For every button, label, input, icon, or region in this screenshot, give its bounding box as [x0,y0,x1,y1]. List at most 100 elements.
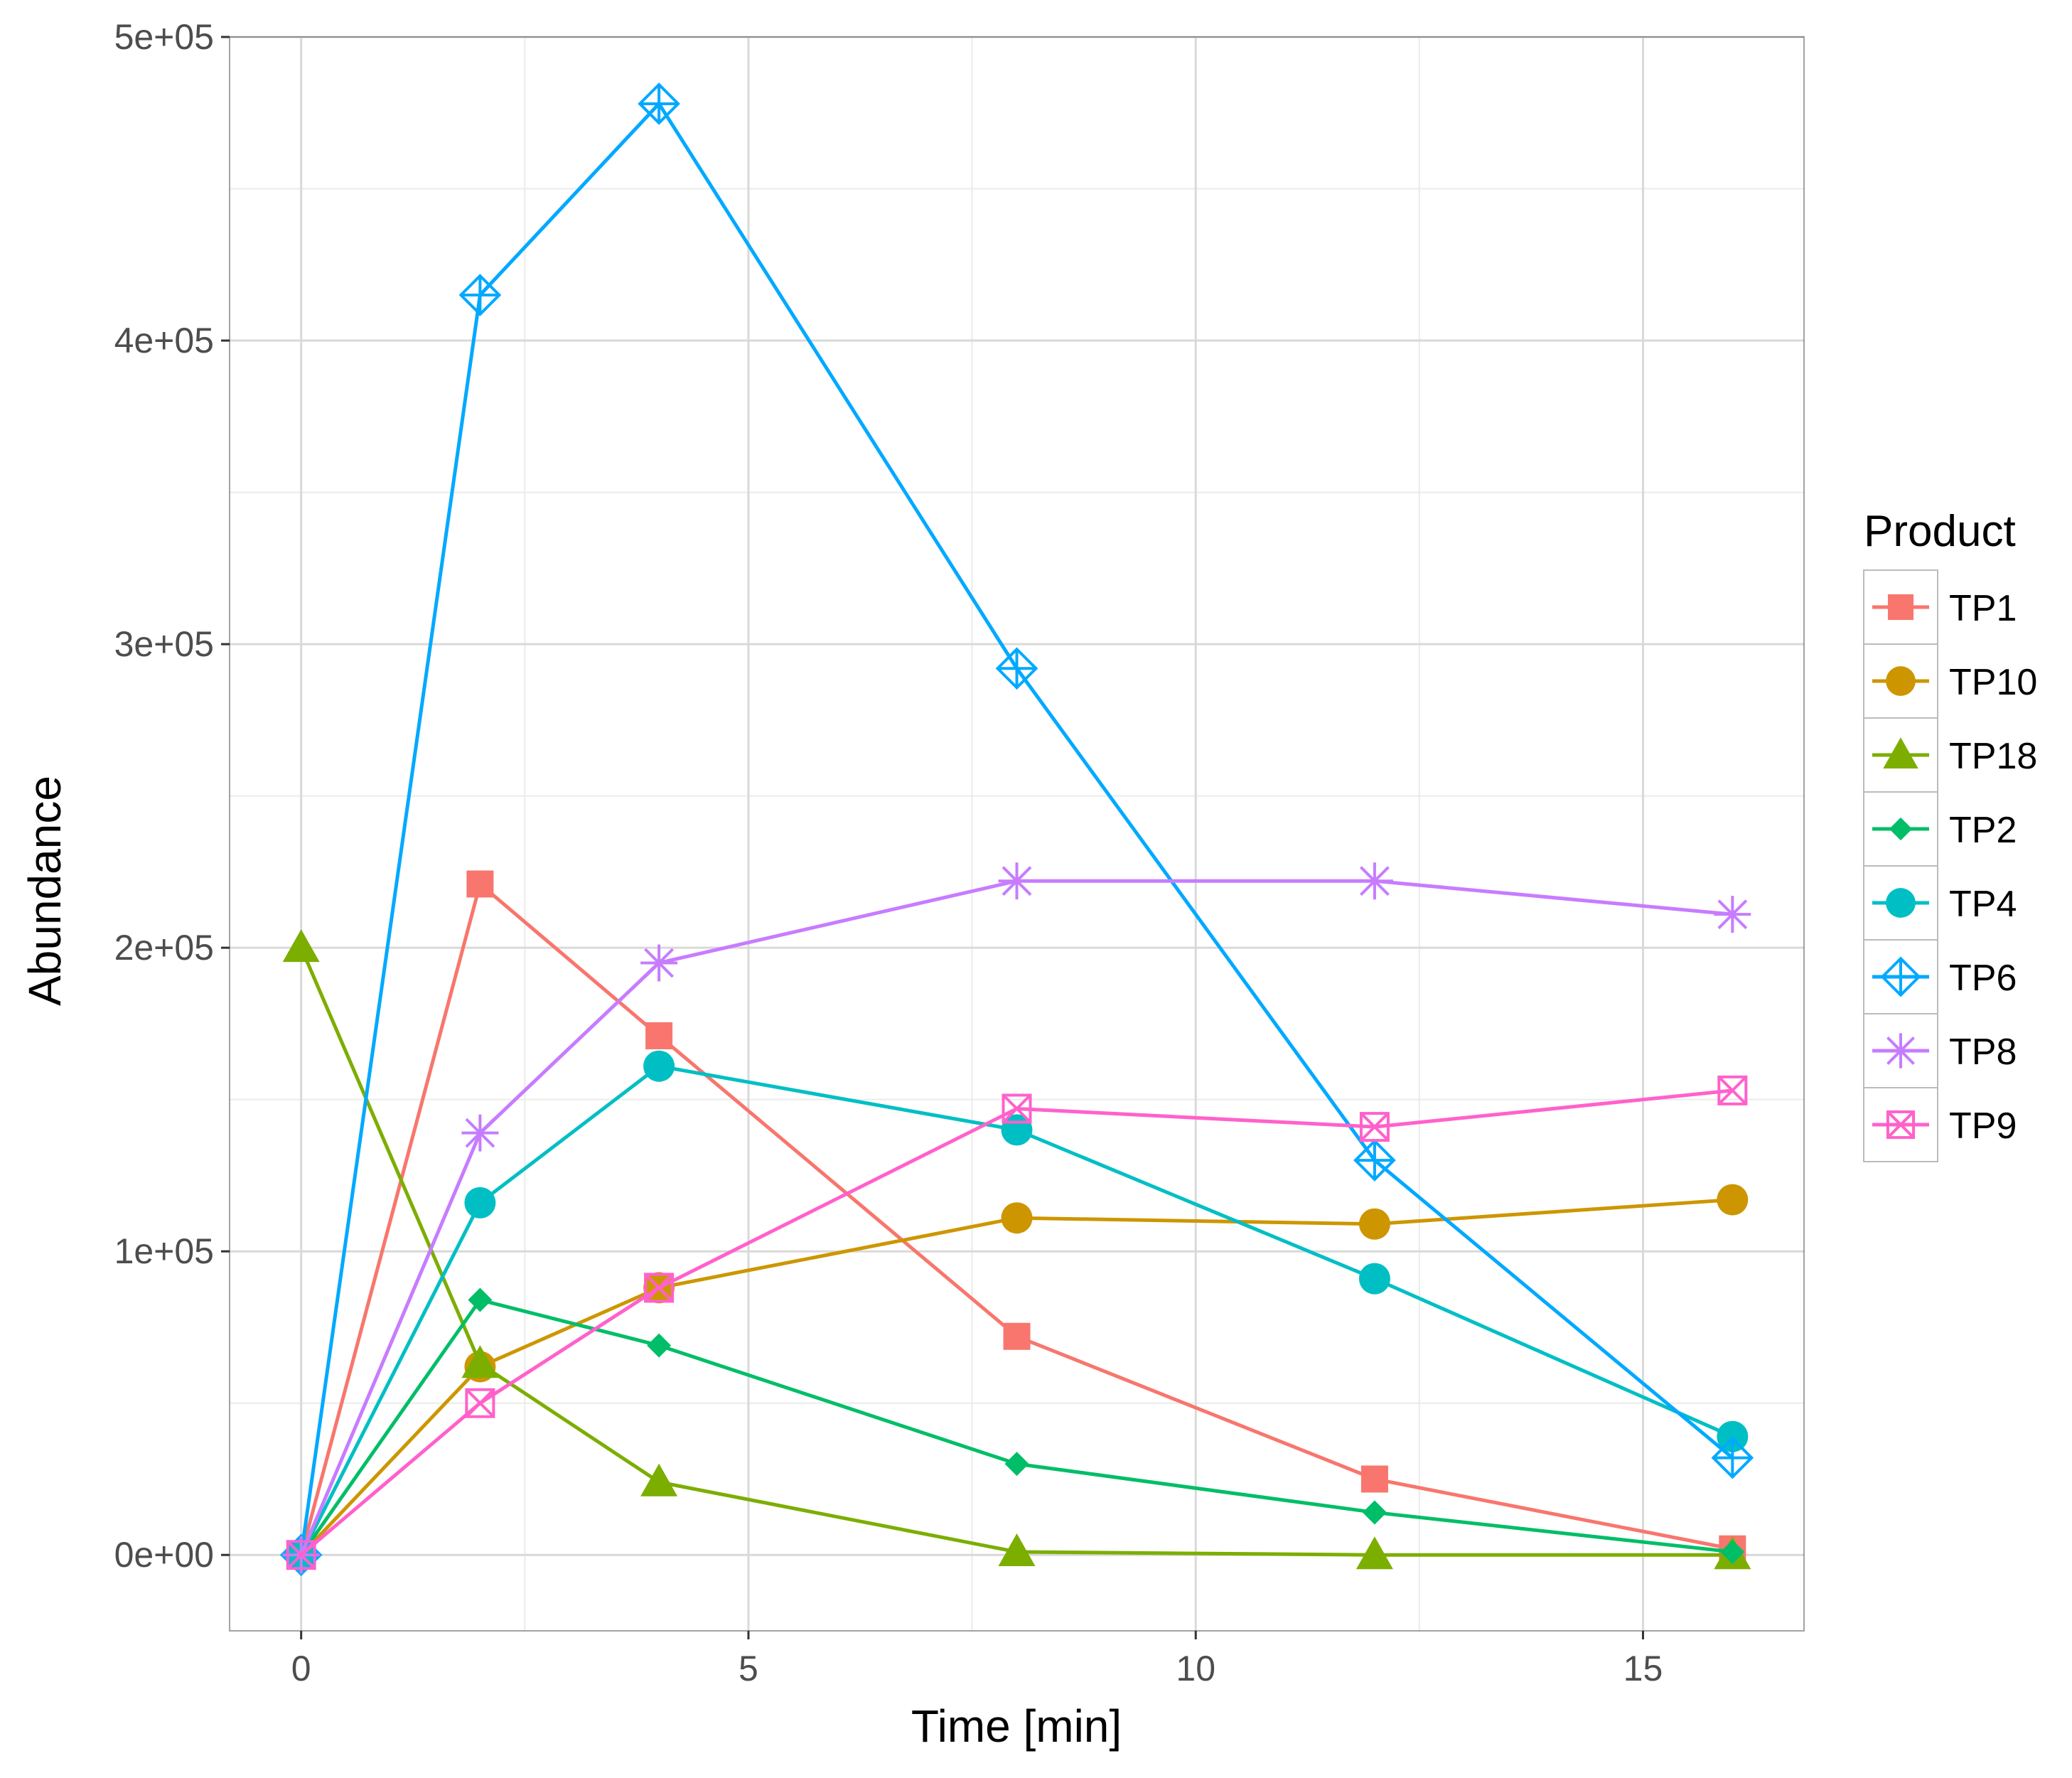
legend-item-tp10: TP10 [1863,643,2037,719]
legend-label: TP18 [1949,736,2037,777]
x-tick-label: 15 [1623,1649,1663,1688]
series-line [300,1088,1733,1557]
marker-shape [644,1273,675,1303]
data-point [1002,1093,1032,1124]
marker-shape [643,1050,675,1082]
data-point [1004,1452,1029,1477]
series-line [299,882,1733,1555]
data-point [998,1533,1036,1566]
marker-shape [286,1540,316,1570]
x-tick-label: 5 [739,1649,758,1688]
data-point [1003,1322,1031,1350]
data-point [647,1333,672,1358]
y-tick-label: 1e+05 [114,1231,214,1271]
legend-key-marker [1880,956,1921,997]
data-point [645,1022,673,1049]
marker-shape [647,1333,672,1358]
data-point [1717,1184,1749,1216]
marker-shape [1360,1465,1388,1493]
legend-item-tp8: TP8 [1863,1013,2017,1088]
marker-stroke [1886,1037,1915,1065]
marker-shape [461,1345,499,1378]
marker-shape [1720,1539,1745,1564]
marker-stroke [1002,1094,1031,1123]
data-point [1358,1208,1390,1240]
y-tick-label: 0e+00 [114,1535,214,1575]
data-point [640,1463,678,1496]
marker-stroke [1886,1110,1915,1139]
series-line [299,1298,1733,1556]
legend-label: TP9 [1949,1105,2017,1147]
y-tick-label: 3e+05 [114,624,214,664]
marker-shape [465,1388,495,1418]
marker-shape [1717,1184,1749,1216]
data-point [638,82,680,125]
marker-shape [1717,1420,1749,1452]
legend-key-marker [1883,737,1918,768]
marker-shape [640,1463,678,1496]
marker-stroke [465,1118,495,1148]
legend-label: TP2 [1949,810,2017,851]
series-tp9 [286,1075,1748,1570]
marker-shape [464,1187,496,1219]
legend-label: TP10 [1949,662,2037,703]
data-point [643,1050,675,1082]
marker-shape [1362,1500,1387,1525]
series-line [299,947,1733,1557]
x-axis: 0 5 10 15 [291,1631,1663,1688]
legend-key-marker [1887,594,1914,621]
data-point [1353,1139,1396,1182]
data-point [468,1287,493,1312]
data-point [458,274,502,316]
series-tp18 [282,929,1751,1570]
data-point [1362,1500,1387,1525]
marker-shape [1887,594,1914,621]
data-point [466,870,494,898]
marker-shape [1356,1536,1393,1570]
legend-label: TP6 [1949,958,2017,999]
marker-shape [1358,1208,1390,1240]
marker-shape [1886,666,1916,696]
data-point [1717,1420,1749,1452]
data-point [286,1540,316,1570]
data-point [998,862,1036,900]
legend-item-tp6: TP6 [1863,939,2017,1014]
marker-shape [1717,1075,1748,1105]
marker-shape [1886,888,1916,918]
legend-label: TP1 [1949,588,2017,629]
marker-shape [1883,737,1918,768]
legend-label: TP8 [1949,1032,2017,1073]
legend-key-marker [1886,888,1916,918]
data-point [1720,1539,1745,1564]
y-tick-label: 2e+05 [114,928,214,968]
data-point [1356,862,1393,900]
panel-border [229,36,1805,1632]
data-point [644,1273,675,1303]
marker-stroke [286,1540,316,1570]
marker-shape [282,929,320,963]
marker-stroke [1717,1076,1747,1105]
data-point [1360,1465,1388,1493]
data-point [1717,1075,1748,1105]
legend-item-tp18: TP18 [1863,717,2037,793]
data-point [1356,1536,1393,1570]
marker-shape [1886,1110,1916,1140]
legend-key-marker [1886,666,1916,696]
marker-shape [1889,817,1913,841]
data-point [1359,1112,1390,1142]
x-tick-label: 0 [291,1649,311,1688]
marker-stroke [1360,1112,1390,1142]
data-point [461,1345,499,1378]
data-point [1711,1436,1754,1479]
legend-item-tp2: TP2 [1863,791,2017,867]
legend-title: Product [1864,507,2016,556]
series-line [299,1198,1733,1556]
x-axis-title: Time [min] [911,1701,1122,1752]
series-line [299,102,1734,1555]
data-point [995,647,1038,690]
marker-shape [645,1022,673,1049]
legend-item-tp4: TP4 [1863,865,2017,941]
marker-shape [998,1533,1036,1566]
data-point [640,944,678,982]
